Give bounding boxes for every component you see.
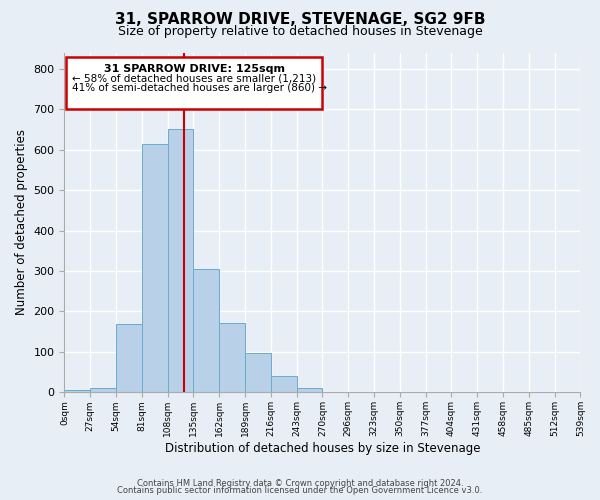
Bar [167, 130, 193, 392]
Text: 31, SPARROW DRIVE, STEVENAGE, SG2 9FB: 31, SPARROW DRIVE, STEVENAGE, SG2 9FB [115, 12, 485, 28]
Y-axis label: Number of detached properties: Number of detached properties [15, 130, 28, 316]
Bar [90, 388, 116, 392]
Bar [245, 353, 271, 393]
Text: Contains HM Land Registry data © Crown copyright and database right 2024.: Contains HM Land Registry data © Crown c… [137, 478, 463, 488]
Bar [296, 388, 322, 392]
Text: 31 SPARROW DRIVE: 125sqm: 31 SPARROW DRIVE: 125sqm [104, 64, 285, 74]
Text: ← 58% of detached houses are smaller (1,213): ← 58% of detached houses are smaller (1,… [72, 74, 316, 84]
Bar [193, 269, 219, 392]
Text: 41% of semi-detached houses are larger (860) →: 41% of semi-detached houses are larger (… [72, 84, 327, 94]
Bar [271, 376, 296, 392]
Bar [219, 323, 245, 392]
X-axis label: Distribution of detached houses by size in Stevenage: Distribution of detached houses by size … [165, 442, 480, 455]
FancyBboxPatch shape [67, 58, 322, 109]
Text: Contains public sector information licensed under the Open Government Licence v3: Contains public sector information licen… [118, 486, 482, 495]
Bar [116, 324, 142, 392]
Bar [64, 390, 90, 392]
Text: Size of property relative to detached houses in Stevenage: Size of property relative to detached ho… [118, 25, 482, 38]
Bar [142, 144, 167, 392]
